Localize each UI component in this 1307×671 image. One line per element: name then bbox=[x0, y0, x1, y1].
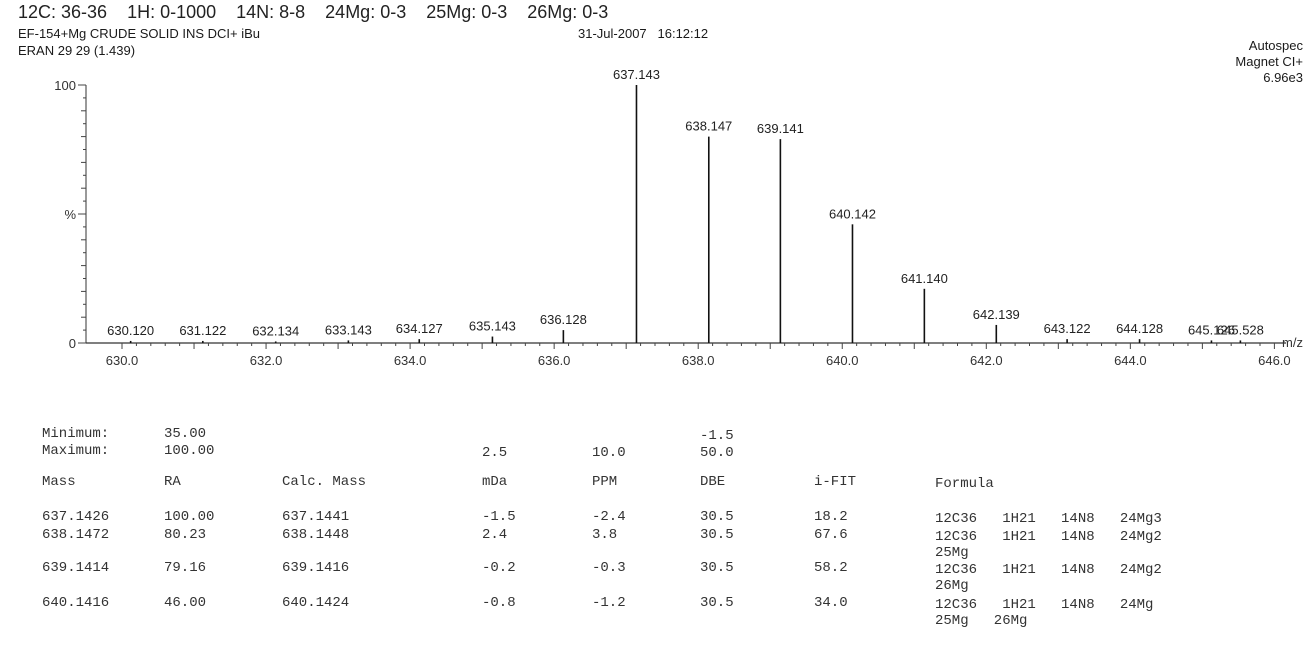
x-tick-label: 640.0 bbox=[826, 353, 859, 368]
formula-line: 12C36 1H21 14N8 24Mg2 bbox=[935, 529, 1162, 545]
formula-line: 12C36 1H21 14N8 24Mg bbox=[935, 597, 1153, 613]
minimum-label: Minimum: bbox=[42, 426, 109, 442]
cell-ra: 100.00 bbox=[164, 509, 214, 525]
x-tick-label: 638.0 bbox=[682, 353, 715, 368]
peak-label: 631.122 bbox=[179, 323, 226, 338]
chart-peaks: 630.120 631.122 632.134 633.143 634.127 635.1… bbox=[107, 67, 1264, 343]
formula-line: 25Mg 26Mg bbox=[935, 613, 1153, 629]
cell-mda: -0.8 bbox=[482, 595, 516, 611]
peak-label: 639.141 bbox=[757, 121, 804, 136]
cell-ifit: 58.2 bbox=[814, 560, 848, 576]
minimum-ra: 35.00 bbox=[164, 426, 206, 442]
cell-calc: 638.1448 bbox=[282, 527, 349, 543]
cell-mda: 2.4 bbox=[482, 527, 507, 543]
cell-dbe: 30.5 bbox=[700, 595, 734, 611]
x-axis-label: m/z bbox=[1282, 335, 1303, 350]
cell-formula: 12C36 1H21 14N8 24Mg2 26Mg bbox=[935, 562, 1162, 594]
cell-ifit: 67.6 bbox=[814, 527, 848, 543]
cell-mass: 638.1472 bbox=[42, 527, 109, 543]
cell-ppm: -0.3 bbox=[592, 560, 626, 576]
cell-dbe: 30.5 bbox=[700, 560, 734, 576]
minimum-dbe: -1.5 bbox=[700, 428, 734, 444]
cell-ppm: 3.8 bbox=[592, 527, 617, 543]
x-tick-label: 642.0 bbox=[970, 353, 1003, 368]
peak-label: 637.143 bbox=[613, 67, 660, 82]
maximum-mda: 2.5 bbox=[482, 445, 507, 461]
maximum-ppm: 10.0 bbox=[592, 445, 626, 461]
cell-ppm: -1.2 bbox=[592, 595, 626, 611]
column-header-calc-mass: Calc. Mass bbox=[282, 474, 366, 490]
cell-formula: 12C36 1H21 14N8 24Mg2 25Mg bbox=[935, 529, 1162, 561]
x-tick-label: 632.0 bbox=[250, 353, 283, 368]
peak-label: 634.127 bbox=[396, 321, 443, 336]
peak-label: 644.128 bbox=[1116, 321, 1163, 336]
cell-ppm: -2.4 bbox=[592, 509, 626, 525]
cell-calc: 640.1424 bbox=[282, 595, 349, 611]
peak-label: 636.128 bbox=[540, 312, 587, 327]
cell-ifit: 34.0 bbox=[814, 595, 848, 611]
column-header-mda: mDa bbox=[482, 474, 507, 490]
cell-ra: 46.00 bbox=[164, 595, 206, 611]
x-tick-label: 630.0 bbox=[106, 353, 139, 368]
maximum-label: Maximum: bbox=[42, 443, 109, 459]
cell-formula: 12C36 1H21 14N8 24Mg3 bbox=[935, 511, 1162, 527]
maximum-dbe: 50.0 bbox=[700, 445, 734, 461]
formula-line: 26Mg bbox=[935, 578, 1162, 594]
cell-dbe: 30.5 bbox=[700, 527, 734, 543]
peak-label: 635.143 bbox=[469, 319, 516, 334]
column-header-ra: RA bbox=[164, 474, 181, 490]
cell-dbe: 30.5 bbox=[700, 509, 734, 525]
peak-label: 632.134 bbox=[252, 323, 299, 338]
column-header-dbe: DBE bbox=[700, 474, 725, 490]
peak-label: 633.143 bbox=[325, 322, 372, 337]
x-tick-label: 634.0 bbox=[394, 353, 427, 368]
column-header-mass: Mass bbox=[42, 474, 76, 490]
cell-ra: 80.23 bbox=[164, 527, 206, 543]
peak-label: 643.122 bbox=[1044, 321, 1091, 336]
column-header-ifit: i-FIT bbox=[814, 474, 856, 490]
x-tick-label: 636.0 bbox=[538, 353, 571, 368]
cell-mass: 639.1414 bbox=[42, 560, 109, 576]
mass-spectrum-chart: 0% 100 630.0 632.0 634.0 636.0 638.0 640.0 642.0… bbox=[0, 0, 1307, 400]
peak-label: 641.140 bbox=[901, 271, 948, 286]
peak-label: 640.142 bbox=[829, 206, 876, 221]
peak-label: 642.139 bbox=[973, 307, 1020, 322]
formula-line: 12C36 1H21 14N8 24Mg2 bbox=[935, 562, 1162, 578]
cell-formula: 12C36 1H21 14N8 24Mg 25Mg 26Mg bbox=[935, 597, 1153, 629]
peak-label: 638.147 bbox=[685, 119, 732, 134]
formula-line: 12C36 1H21 14N8 24Mg3 bbox=[935, 511, 1162, 527]
peak-label: 630.120 bbox=[107, 323, 154, 338]
cell-mda: -1.5 bbox=[482, 509, 516, 525]
y-tick-label: 0 bbox=[69, 336, 76, 351]
cell-ra: 79.16 bbox=[164, 560, 206, 576]
column-header-ppm: PPM bbox=[592, 474, 617, 490]
maximum-ra: 100.00 bbox=[164, 443, 214, 459]
column-header-formula: Formula bbox=[935, 476, 994, 492]
x-tick-label: 646.0 bbox=[1258, 353, 1291, 368]
peak-label: 645.528 bbox=[1217, 322, 1264, 337]
y-tick-label: % bbox=[64, 207, 76, 222]
formula-line: 25Mg bbox=[935, 545, 1162, 561]
cell-mda: -0.2 bbox=[482, 560, 516, 576]
y-tick-label: 100 bbox=[54, 78, 76, 93]
cell-ifit: 18.2 bbox=[814, 509, 848, 525]
cell-mass: 637.1426 bbox=[42, 509, 109, 525]
cell-calc: 637.1441 bbox=[282, 509, 349, 525]
x-tick-label: 644.0 bbox=[1114, 353, 1147, 368]
cell-calc: 639.1416 bbox=[282, 560, 349, 576]
cell-mass: 640.1416 bbox=[42, 595, 109, 611]
